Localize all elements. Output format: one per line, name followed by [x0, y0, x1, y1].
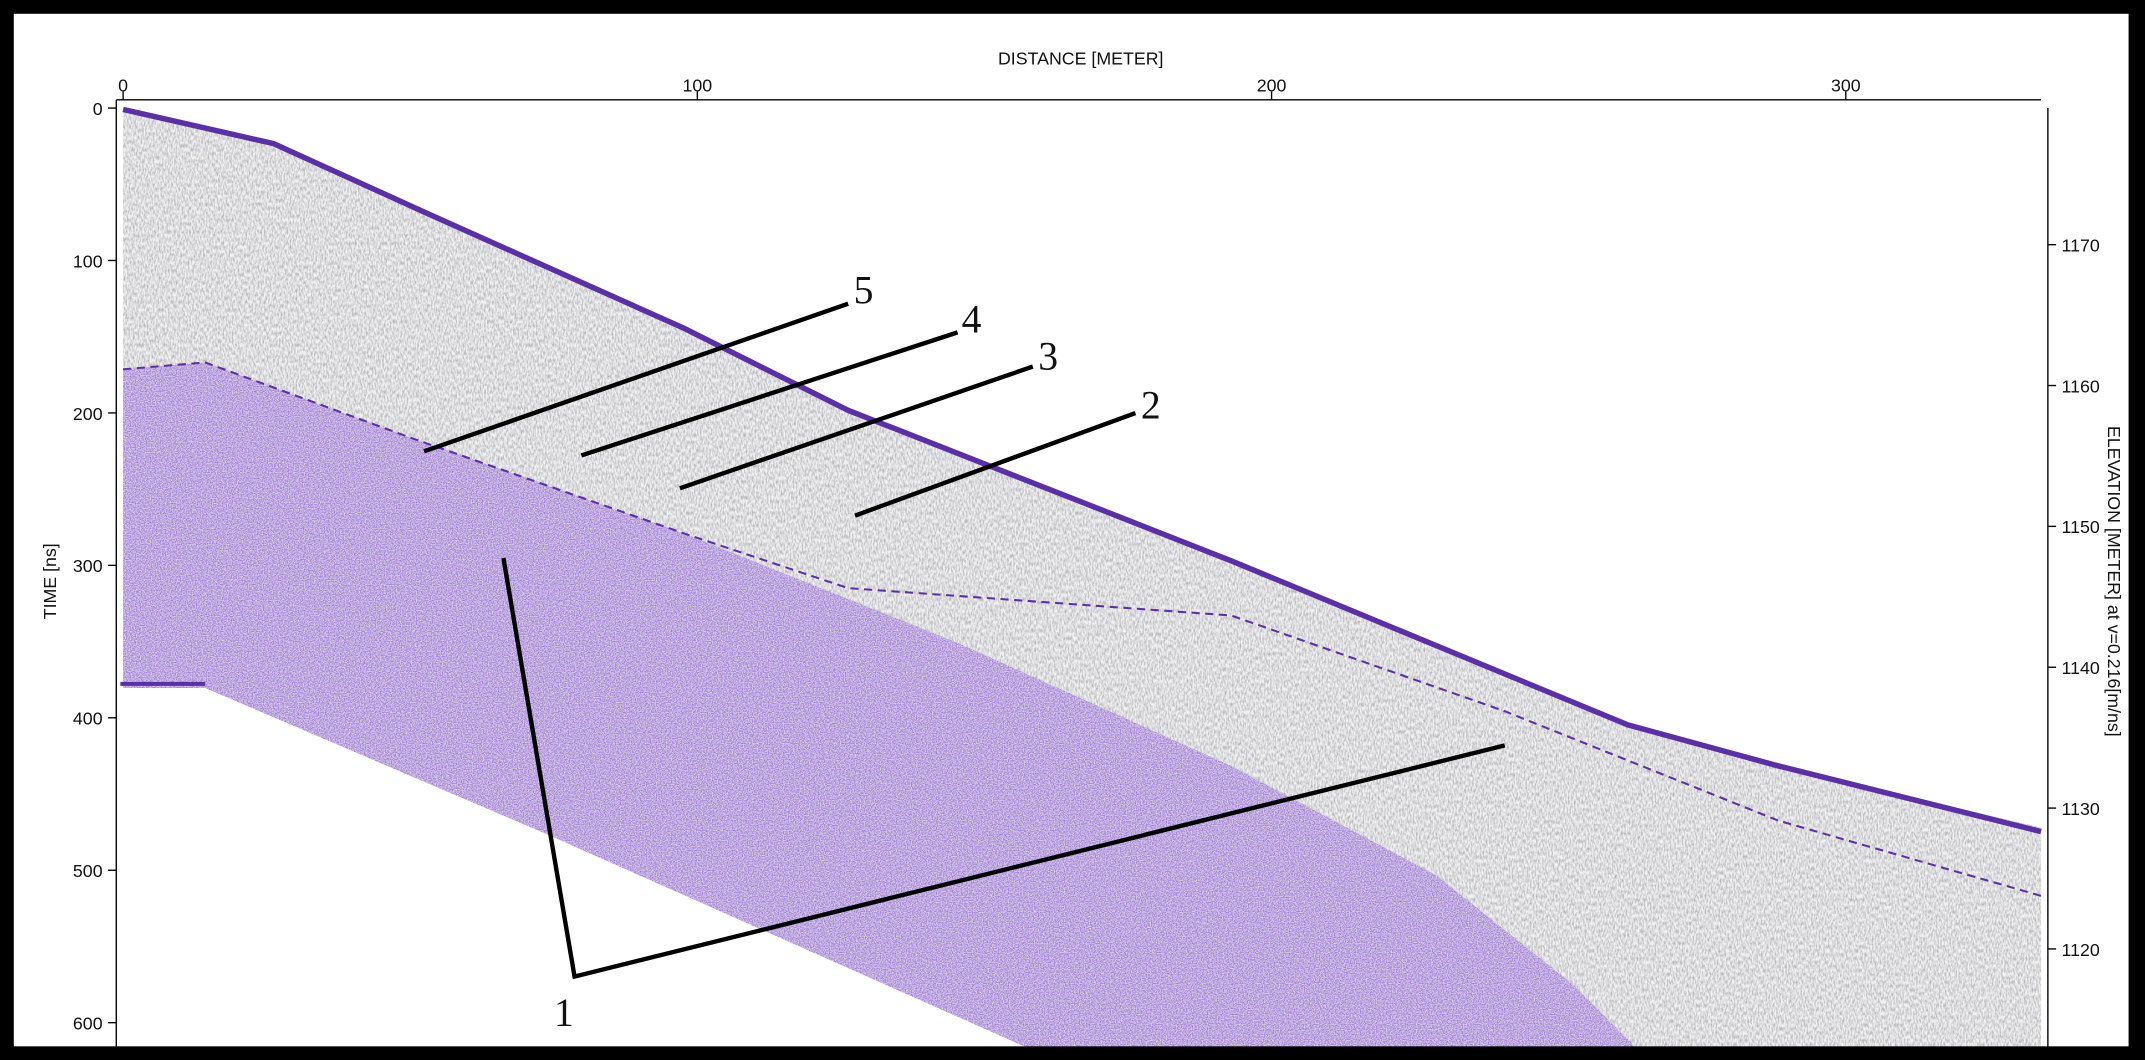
y2-tick-label: 1150	[2062, 517, 2100, 537]
y-tick-label: 400	[73, 709, 103, 729]
x-tick-label: 200	[1257, 76, 1287, 96]
annotation-label: 2	[1141, 384, 1161, 428]
y2-tick-label: 1140	[2062, 658, 2100, 678]
y-tick-label: 0	[93, 99, 103, 119]
y2-tick-label: 1160	[2062, 376, 2100, 396]
x-axis-title: DISTANCE [METER]	[998, 48, 1164, 68]
y-axis-title: TIME [ns]	[40, 543, 60, 619]
leader-line	[580, 330, 959, 458]
x-tick-label: 0	[118, 76, 128, 96]
y-tick-label: 600	[73, 1014, 103, 1034]
y2-tick-label: 1170	[2062, 236, 2100, 256]
leader-line	[854, 411, 1137, 518]
annotation-label: 4	[962, 297, 982, 341]
base-reflector	[123, 361, 2042, 897]
annotation-label: 1	[554, 991, 574, 1035]
annotations: 5 4 3 2 1	[423, 269, 1506, 1035]
y2-tick-label: 1130	[2062, 799, 2100, 819]
dense-texture	[123, 362, 1642, 1054]
annotation-label: 5	[854, 269, 874, 313]
y-tick-label: 500	[73, 861, 103, 881]
leader-line	[501, 557, 1506, 980]
annotation-label: 3	[1038, 334, 1058, 378]
y-tick-label: 100	[73, 251, 103, 271]
y2-axis-title: ELEVATION [METER] at v=0.216[m/ns]	[2104, 426, 2124, 737]
leader-line	[423, 301, 849, 454]
y2-tick-label: 1120	[2062, 940, 2100, 960]
axes: DISTANCE [METER] TIME [ns] ELEVATION [ME…	[40, 48, 2124, 1054]
surface-reflector	[122, 106, 2042, 835]
x-tick-label: 100	[683, 76, 713, 96]
leader-line	[679, 364, 1034, 491]
y-tick-label: 300	[73, 556, 103, 576]
x-tick-label: 300	[1831, 76, 1861, 96]
y-tick-label: 200	[73, 404, 103, 424]
radargram	[120, 106, 2042, 1054]
